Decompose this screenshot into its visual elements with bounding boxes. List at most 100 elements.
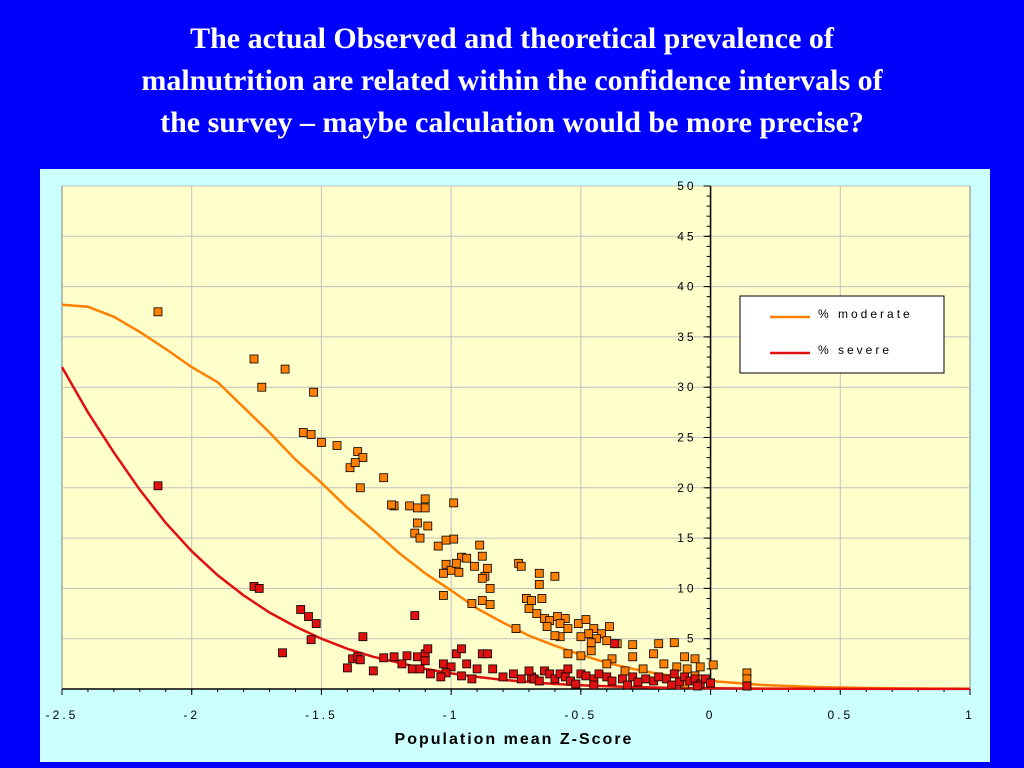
y-tick-label: 45 xyxy=(677,229,696,243)
point-moderate xyxy=(412,518,422,528)
point-moderate xyxy=(345,463,355,473)
point-moderate xyxy=(379,473,389,483)
point-severe xyxy=(153,481,163,491)
point-severe xyxy=(407,664,417,674)
point-moderate xyxy=(659,659,669,669)
point-moderate xyxy=(573,619,583,629)
y-tick-label: 10 xyxy=(677,581,696,595)
chart-panel: -2.5 -2 -1.5 -1 -0.5 0 0.5 1 5 10 15 20 25 30 35 40 45 50… xyxy=(40,169,990,762)
point-moderate xyxy=(405,501,415,511)
point-severe xyxy=(451,649,461,659)
point-severe xyxy=(618,674,627,684)
point-moderate xyxy=(563,649,573,659)
point-severe xyxy=(633,677,643,687)
point-severe xyxy=(358,632,368,642)
point-severe xyxy=(254,583,264,593)
legend-box xyxy=(739,295,945,374)
chart-svg: -2.5 -2 -1.5 -1 -0.5 0 0.5 15101520253035404550… xyxy=(46,179,972,748)
point-moderate xyxy=(477,573,487,583)
point-moderate xyxy=(477,551,487,561)
point-moderate xyxy=(332,441,342,450)
point-severe xyxy=(446,662,456,672)
y-tick-label: 40 xyxy=(677,280,696,294)
point-moderate xyxy=(581,615,591,625)
point-severe xyxy=(669,669,679,679)
point-severe xyxy=(607,676,617,686)
point-moderate xyxy=(532,609,542,619)
point-moderate xyxy=(477,596,487,605)
point-severe xyxy=(516,674,526,684)
point-moderate xyxy=(586,646,596,656)
point-severe xyxy=(304,612,313,622)
point-moderate xyxy=(153,307,163,317)
point-severe xyxy=(563,664,573,674)
point-severe xyxy=(472,664,482,674)
point-severe xyxy=(550,674,560,684)
point-moderate xyxy=(584,629,593,639)
point-moderate xyxy=(602,636,612,646)
point-severe xyxy=(379,653,389,663)
point-moderate xyxy=(423,521,433,531)
point-moderate xyxy=(441,535,451,545)
point-moderate xyxy=(483,563,492,573)
legend-label-moderate: % moderate xyxy=(818,307,913,321)
point-moderate xyxy=(462,553,472,563)
point-severe xyxy=(457,644,466,654)
title-line: malnutrition are related within the conf… xyxy=(141,64,883,97)
point-moderate xyxy=(628,652,638,662)
point-severe xyxy=(278,648,287,658)
point-moderate xyxy=(470,561,479,571)
title-line: The actual Observed and theoretical prev… xyxy=(190,22,834,55)
x-tick-label: -2 xyxy=(183,708,200,722)
point-moderate xyxy=(695,662,705,672)
point-moderate xyxy=(534,568,544,578)
y-tick-label: 5 xyxy=(687,632,697,646)
point-moderate xyxy=(449,498,459,508)
point-moderate xyxy=(438,568,448,578)
point-moderate xyxy=(628,640,638,650)
curve-moderate xyxy=(61,303,971,691)
point-moderate xyxy=(620,666,630,676)
point-moderate xyxy=(576,632,586,642)
point-moderate xyxy=(516,561,526,571)
point-severe xyxy=(462,659,472,669)
point-severe xyxy=(589,680,599,690)
point-moderate xyxy=(451,558,461,568)
point-moderate xyxy=(708,660,718,670)
point-moderate xyxy=(441,559,451,569)
point-moderate xyxy=(298,428,308,437)
point-severe xyxy=(296,605,306,614)
point-severe xyxy=(425,669,435,679)
point-severe xyxy=(410,611,420,621)
point-moderate xyxy=(682,664,692,674)
point-moderate xyxy=(680,652,689,662)
point-moderate xyxy=(309,387,319,397)
point-severe xyxy=(693,681,702,691)
point-moderate xyxy=(412,503,422,513)
y-tick-label: 50 xyxy=(677,179,696,193)
point-moderate xyxy=(420,494,430,504)
point-moderate xyxy=(555,619,565,629)
point-moderate xyxy=(586,638,596,648)
point-moderate xyxy=(415,533,425,543)
point-moderate xyxy=(353,447,363,457)
y-tick-label: 35 xyxy=(677,330,696,344)
x-axis-title: Population mean Z-Score xyxy=(395,731,634,748)
point-severe xyxy=(545,669,555,679)
point-moderate xyxy=(550,571,560,581)
point-severe xyxy=(534,676,544,686)
point-severe xyxy=(467,674,477,684)
point-severe xyxy=(742,681,752,691)
x-tick-label: 0 xyxy=(706,708,716,722)
point-severe xyxy=(342,663,352,673)
point-severe xyxy=(524,666,534,676)
y-tick-label: 30 xyxy=(677,380,696,394)
point-moderate xyxy=(387,500,396,510)
x-tick-label: -1.5 xyxy=(305,708,338,722)
point-severe xyxy=(415,664,425,674)
point-moderate xyxy=(537,594,547,603)
y-tick-label: 15 xyxy=(677,531,696,545)
legend: % moderate % severe xyxy=(739,295,945,374)
point-severe xyxy=(355,655,365,665)
title-line: the survey – maybe calculation would be … xyxy=(160,106,864,139)
